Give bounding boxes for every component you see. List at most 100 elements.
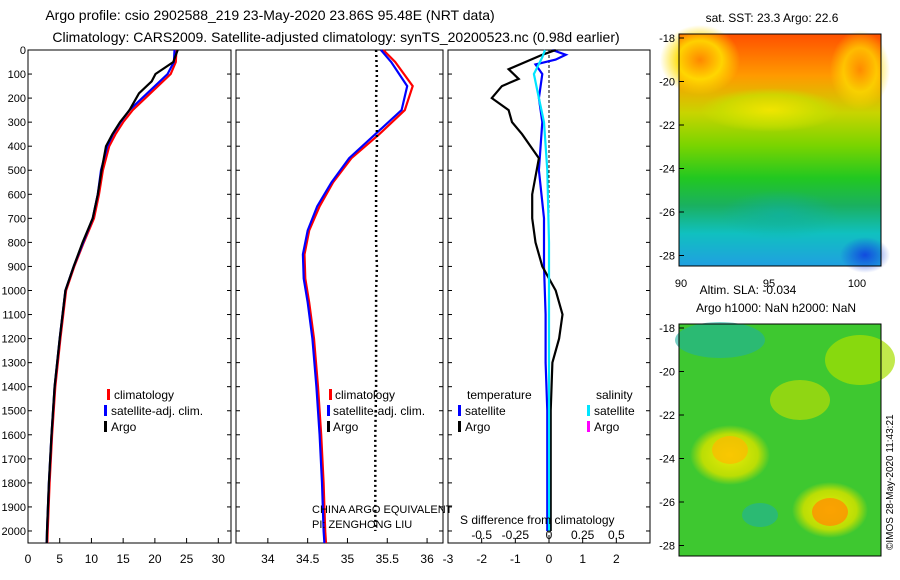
legend-t-satellite-swatch (458, 405, 461, 416)
difference-xlabel: S difference from climatology (460, 513, 615, 527)
lat-tick-label: -28 (659, 251, 675, 263)
sst-cold-patch (840, 237, 890, 273)
legend-argo-swatch (327, 421, 330, 432)
lon-tick-label: 90 (675, 278, 687, 290)
float-note-line1: CHINA ARGO EQUIVALENT (312, 504, 453, 516)
legend-t-argo-label: Argo (465, 420, 491, 434)
depth-tick-label: 1900 (2, 502, 26, 514)
legend-salinity-title: salinity (596, 388, 633, 402)
legend-s-argo-swatch (587, 421, 590, 432)
x-tick-label: 36 (420, 552, 434, 566)
x-tick-label: 30 (212, 552, 226, 566)
salinity-legend: climatology satellite-adj. clim. Argo (327, 388, 425, 434)
depth-tick-label: 0 (20, 45, 26, 57)
lat-tick-label: -22 (659, 120, 675, 132)
series-salinity-satellite (532, 49, 551, 531)
series-climatology (46, 49, 178, 544)
x-tick-label: 5 (56, 552, 63, 566)
sst-warm-patch (660, 25, 740, 95)
legend-climatology-label: climatology (114, 388, 174, 402)
s-tick-label: 0.25 (571, 528, 595, 542)
sst-yellow-patch (700, 88, 840, 132)
x-tick-label: 2 (613, 552, 620, 566)
series-satellite-adj-clim- (301, 49, 409, 544)
lat-tick-label: -24 (659, 454, 675, 466)
x-tick-label: -1 (510, 552, 521, 566)
series-temperature-argo (490, 48, 564, 531)
legend-t-argo-swatch (458, 421, 461, 432)
depth-tick-label: 600 (8, 189, 26, 201)
lat-tick-label: -18 (659, 33, 675, 45)
depth-tick-label: 100 (8, 69, 26, 81)
depth-tick-label: 700 (8, 213, 26, 225)
depth-axis: 0 100 200 300 400 500 600 700 800 900 1000 1100 1200… (2, 45, 650, 538)
s-tick-label: 0.5 (608, 528, 625, 542)
depth-tick-label: 1400 (2, 382, 26, 394)
depth-tick-label: 900 (8, 261, 26, 273)
legend-climatology-label: climatology (335, 388, 395, 402)
sst-lon-axis: 90 95 100 (675, 278, 866, 290)
depth-tick-label: 1000 (2, 285, 26, 297)
sla-map (675, 322, 895, 557)
sla-patch (825, 335, 895, 385)
legend-argo-label: Argo (333, 420, 359, 434)
legend-satellite-swatch (327, 405, 330, 416)
temperature-panel (27, 49, 232, 544)
sst-map-frame (678, 33, 882, 267)
x-tick-label: -2 (476, 552, 487, 566)
depth-tick-label: 400 (8, 141, 26, 153)
legend-argo-label: Argo (111, 420, 137, 434)
s-tick-label: -0.25 (502, 528, 530, 542)
sla-patch (742, 503, 778, 527)
salinity-plot: 34 34.5 35 35.5 36 (261, 49, 434, 566)
x-tick-label: -3 (443, 552, 454, 566)
sla-map-subtitle: Argo h1000: NaN h2000: NaN (696, 301, 856, 315)
depth-tick-label: 300 (8, 117, 26, 129)
sst-warm-patch (830, 30, 890, 110)
float-note-line2: PI: ZENGHONG LIU (312, 519, 412, 531)
lat-tick-label: -24 (659, 164, 675, 176)
legend-climatology-swatch (107, 389, 110, 400)
x-tick-label: 34 (261, 552, 275, 566)
sla-patch (675, 322, 765, 358)
x-tick-label: 0 (546, 552, 553, 566)
header-subtitle: Climatology: CARS2009. Satellite-adjuste… (52, 29, 619, 45)
temperature-legend: climatology satellite-adj. clim. Argo (104, 388, 203, 434)
difference-plot: -3 -2 -1 0 1 2 -0.5 -0.25 0 0.25 0.5 (443, 48, 625, 566)
sst-cool-patch (720, 190, 840, 240)
x-tick-label: 25 (180, 552, 194, 566)
lon-tick-label: 100 (848, 278, 866, 290)
legend-s-argo-label: Argo (594, 420, 620, 434)
sla-patch (812, 498, 848, 526)
depth-tick-label: 1800 (2, 478, 26, 490)
depth-tick-label: 1200 (2, 334, 26, 346)
depth-tick-label: 800 (8, 237, 26, 249)
sla-lat-axis: -18 -20 -22 -24 -26 -28 (659, 323, 684, 553)
lat-tick-label: -18 (659, 323, 675, 335)
salinity-panel (235, 49, 444, 544)
difference-temperature-legend: temperature satellite Argo (458, 388, 532, 434)
x-tick-label: 1 (579, 552, 586, 566)
legend-t-satellite-label: satellite (465, 404, 506, 418)
sst-map (660, 25, 890, 273)
legend-temperature-title: temperature (467, 388, 532, 402)
difference-salinity-legend: salinity satellite Argo (587, 388, 635, 434)
sst-lat-axis: -18 -20 -22 -24 -26 -28 (659, 33, 684, 263)
x-tick-label: 15 (116, 552, 130, 566)
depth-tick-label: 500 (8, 165, 26, 177)
depth-tick-label: 1500 (2, 406, 26, 418)
x-tick-label: 35 (341, 552, 355, 566)
s-tick-label: 0 (546, 528, 553, 542)
header-title: Argo profile: csio 2902588_219 23-May-20… (45, 7, 494, 23)
series-argo (45, 49, 179, 544)
x-tick-label: 0 (25, 552, 32, 566)
lat-tick-label: -22 (659, 410, 675, 422)
lat-tick-label: -26 (659, 207, 675, 219)
sst-map-title: sat. SST: 23.3 Argo: 22.6 (706, 11, 839, 25)
legend-s-satellite-swatch (587, 405, 590, 416)
lat-tick-label: -26 (659, 497, 675, 509)
legend-climatology-swatch (329, 389, 332, 400)
lat-tick-label: -20 (659, 77, 675, 89)
s-tick-label: -0.5 (471, 528, 492, 542)
